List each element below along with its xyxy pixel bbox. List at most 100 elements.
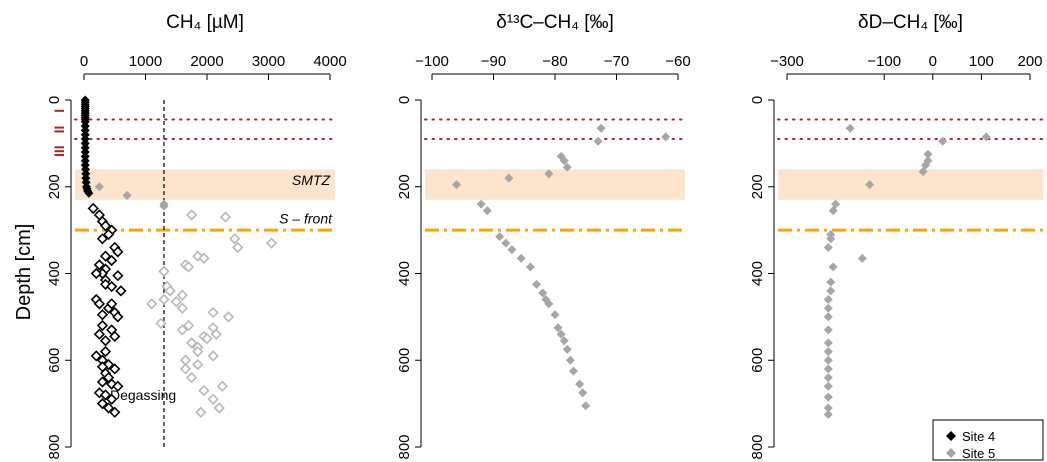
data-point: [176, 302, 189, 314]
data-point: [207, 350, 219, 362]
data-point: [179, 363, 192, 375]
data-point: [828, 262, 838, 272]
data-point: [198, 384, 210, 397]
y-tick-label: 200: [46, 174, 63, 199]
data-point: [575, 379, 585, 389]
data-point: [538, 288, 548, 298]
data-point: [562, 344, 572, 354]
data-point: [918, 167, 928, 177]
data-point: [222, 311, 235, 323]
zone-label-1: I: [51, 109, 67, 113]
data-point: [823, 295, 833, 305]
data-point: [195, 406, 207, 418]
x-tick-label: −60: [665, 53, 690, 70]
data-point: [99, 220, 112, 232]
data-point: [99, 250, 112, 262]
zone-label-2: II: [51, 126, 67, 134]
data-point: [823, 403, 833, 413]
data-point: [504, 173, 514, 183]
x-tick-label: −100: [867, 53, 901, 70]
data-point: [544, 169, 554, 179]
data-point: [192, 358, 204, 371]
data-point: [87, 202, 99, 215]
data-point: [155, 317, 167, 330]
y-tick-label: 800: [46, 434, 63, 459]
data-point: [158, 265, 170, 277]
data-point: [106, 324, 118, 336]
series-site-5: [823, 123, 991, 419]
y-tick-label: 400: [396, 261, 413, 286]
data-point: [857, 253, 867, 263]
data-point: [106, 254, 118, 267]
data-point: [93, 298, 106, 310]
data-point: [229, 233, 241, 245]
data-point: [185, 209, 198, 221]
data-point: [845, 123, 855, 133]
data-point: [106, 393, 118, 405]
series-site-4-degassed-: [87, 202, 127, 418]
y-tick-label: 600: [46, 348, 63, 373]
data-point: [93, 209, 106, 221]
y-tick-label: 200: [749, 174, 766, 199]
data-point: [826, 277, 836, 287]
data-point: [232, 241, 244, 254]
data-point: [182, 319, 195, 332]
data-point: [581, 401, 591, 411]
x-tick-label: 0: [929, 53, 937, 70]
x-tick-label: 0: [80, 53, 88, 70]
data-point: [559, 156, 569, 166]
y-tick-label: 800: [749, 434, 766, 459]
data-point: [593, 136, 603, 146]
data-point: [544, 299, 554, 309]
data-point: [213, 402, 225, 414]
data-point: [96, 376, 109, 388]
data-point: [192, 345, 204, 358]
data-point: [823, 338, 833, 348]
data-point: [112, 380, 124, 392]
data-point: [207, 306, 219, 319]
data-point: [164, 285, 176, 297]
x-tick-label: 1000: [129, 53, 162, 70]
data-point: [532, 279, 542, 289]
data-point: [823, 373, 833, 383]
data-point: [185, 371, 198, 384]
y-tick-label: 600: [749, 348, 766, 373]
y-axis-label: Depth [cm]: [13, 224, 35, 321]
smtz-band: [75, 169, 335, 200]
data-point: [559, 336, 569, 346]
data-point: [507, 245, 517, 255]
data-point: [96, 233, 109, 245]
data-point: [219, 211, 232, 223]
data-point: [938, 136, 948, 146]
data-point: [525, 262, 535, 272]
data-point: [823, 303, 833, 313]
data-point: [578, 388, 588, 398]
data-point: [90, 350, 102, 362]
data-point: [176, 289, 189, 301]
data-point: [96, 397, 109, 410]
data-point: [565, 355, 575, 365]
data-point: [501, 238, 511, 248]
y-tick-label: 0: [749, 96, 766, 104]
data-point: [207, 393, 219, 405]
x-tick-label: 2000: [190, 53, 223, 70]
panel-title: CH₄ [µM]: [166, 12, 244, 33]
x-tick-label: −300: [770, 53, 804, 70]
x-tick-label: −100: [415, 53, 449, 70]
data-point: [112, 246, 124, 258]
x-tick-label: −90: [481, 53, 506, 70]
data-point: [185, 337, 198, 349]
smtz-band: [778, 169, 1043, 200]
data-point: [159, 201, 169, 211]
data-point: [823, 392, 833, 402]
data-point: [102, 228, 115, 241]
data-point: [84, 188, 94, 198]
legend: Site 4 Site 5: [932, 419, 1044, 461]
data-point: [96, 309, 109, 321]
x-tick-label: 3000: [252, 53, 285, 70]
x-tick-label: 200: [1017, 53, 1042, 70]
data-point: [102, 402, 115, 414]
y-tick-label: 0: [46, 96, 63, 104]
data-point: [562, 162, 572, 172]
